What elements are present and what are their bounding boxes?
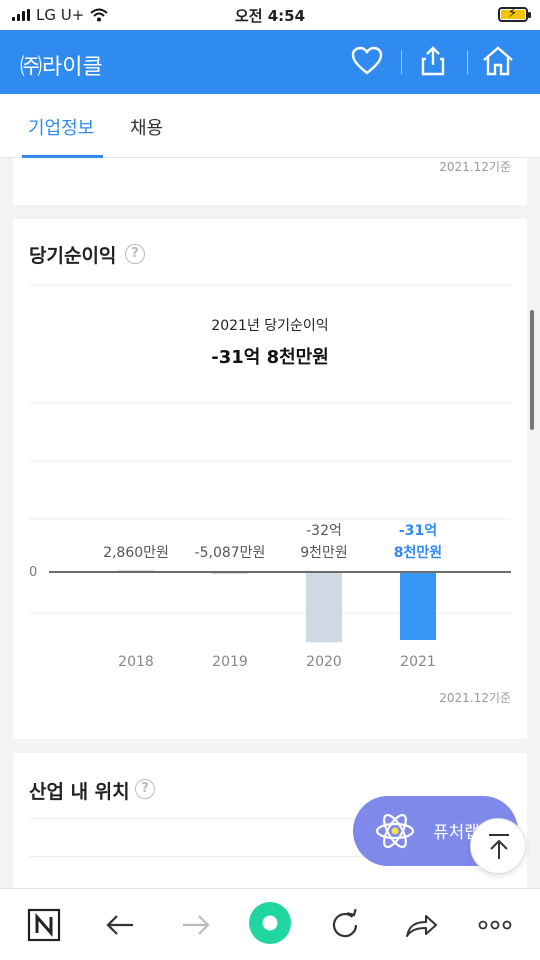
tab-bar: 기업정보 채용: [0, 94, 540, 158]
scrollbar[interactable]: [530, 310, 534, 430]
net-income-card: 당기순이익 ? 2,860만원 2018 -5,087만원 2019 -32억 9천만원 2…: [13, 219, 527, 739]
x-tick-label: 2020: [306, 654, 342, 670]
back-icon[interactable]: [102, 907, 138, 943]
bar-value-label: 9천만원: [300, 545, 348, 561]
divider: [29, 818, 511, 819]
active-tab-indicator: [22, 155, 103, 158]
divider: [29, 856, 511, 857]
forward-icon[interactable]: [178, 907, 214, 943]
divider: [401, 50, 402, 74]
x-tick-label: 2018: [118, 654, 154, 670]
tab-company-info[interactable]: 기업정보: [28, 118, 95, 139]
scroll-to-top-button[interactable]: [470, 818, 526, 874]
arrow-up-icon: [489, 834, 509, 859]
status-bar: LG U+ 오전 4:54 ⚡: [0, 0, 540, 30]
tab-recruitment[interactable]: 채용: [130, 118, 164, 139]
heart-icon[interactable]: [350, 44, 384, 78]
previous-card: 2021.12기준: [13, 158, 527, 205]
basis-date: 2021.12기준: [439, 691, 511, 705]
atom-icon: [375, 813, 415, 849]
bar-value-label: -5,087만원: [195, 545, 266, 561]
bar-value-label: -32억: [306, 523, 342, 539]
refresh-icon[interactable]: [327, 907, 363, 943]
naver-n-icon[interactable]: [26, 907, 62, 943]
carrier-label: LG U+: [36, 6, 85, 24]
home-dot-icon[interactable]: [248, 901, 292, 945]
battery-icon: ⚡: [498, 6, 531, 22]
futurelab-label: 퓨처랩: [433, 823, 480, 843]
net-income-chart: 2,860만원 2018 -5,087만원 2019 -32억 9천만원 2020 -31억 8…: [29, 284, 511, 670]
browser-toolbar: [0, 888, 540, 960]
bar-2021: [400, 572, 436, 640]
share-arrow-icon[interactable]: [403, 907, 439, 943]
bar-value-label: 8천만원: [394, 545, 442, 561]
home-icon[interactable]: [481, 44, 515, 78]
chart-headline-label: 2021년 당기순이익: [211, 318, 329, 334]
bar-value-label: 2,860만원: [103, 545, 169, 561]
x-tick-label: 2019: [212, 654, 248, 670]
card-title: 산업 내 위치: [29, 781, 130, 803]
app-bar: ㈜라이클: [0, 30, 540, 94]
help-icon[interactable]: ?: [135, 779, 155, 799]
x-tick-label: 2021: [400, 654, 436, 670]
clock: 오전 4:54: [234, 7, 306, 25]
y-zero-label: 0: [29, 565, 37, 580]
share-icon[interactable]: [416, 44, 450, 78]
card-title: 당기순이익: [29, 245, 117, 267]
chart-headline-value: -31억 8천만원: [211, 347, 329, 368]
more-icon[interactable]: [477, 907, 513, 943]
help-icon[interactable]: ?: [125, 244, 145, 264]
page-title: ㈜라이클: [20, 55, 103, 80]
divider: [467, 50, 468, 74]
signal-icon: [12, 9, 30, 21]
bar-value-label: -31억: [399, 523, 437, 539]
wifi-icon: [90, 8, 108, 22]
bar-2020: [306, 572, 342, 643]
basis-date: 2021.12기준: [439, 160, 511, 174]
